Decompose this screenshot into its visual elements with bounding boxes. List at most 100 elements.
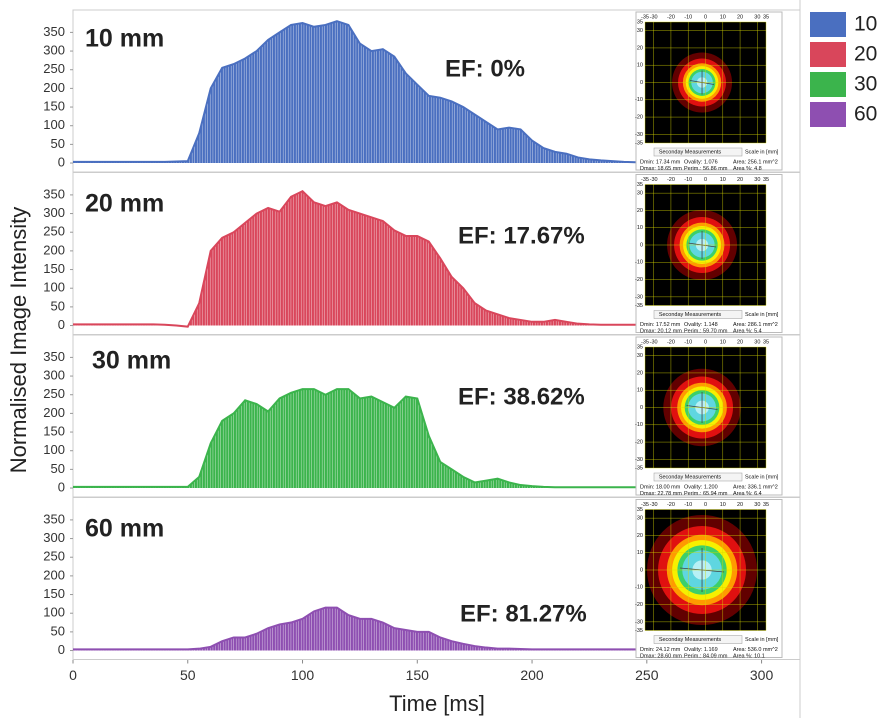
inset-x-tick-label: 10 bbox=[720, 502, 726, 508]
inset-x-tick-label: 35 bbox=[763, 14, 769, 20]
inset-stat: Dmax: 20.12 mm bbox=[640, 328, 682, 334]
y-tick-label: 0 bbox=[58, 479, 65, 494]
inset-x-tick-label: -20 bbox=[667, 339, 675, 345]
y-tick-label: 50 bbox=[51, 298, 65, 313]
y-tick-label: 150 bbox=[43, 423, 65, 438]
inset-y-tick-label: 0 bbox=[640, 567, 643, 573]
y-tick-label: 300 bbox=[43, 530, 65, 545]
inset-y-tick-label: 20 bbox=[637, 45, 643, 51]
inset-y-tick-label: 35 bbox=[637, 19, 643, 25]
y-tick-label: 50 bbox=[51, 136, 65, 151]
inset-stat: Area: 336.1 mm^2 bbox=[733, 484, 778, 490]
inset-x-tick-label: 10 bbox=[720, 14, 726, 20]
y-tick-label: 300 bbox=[43, 205, 65, 220]
y-tick-label: 50 bbox=[51, 461, 65, 476]
inset-y-tick-label: -30 bbox=[635, 132, 643, 138]
chart: Normalised Image Intensity Time [ms] 050… bbox=[0, 0, 895, 718]
inset-y-tick-label: -10 bbox=[635, 260, 643, 266]
inset-y-tick-label: 0 bbox=[640, 80, 643, 86]
x-tick-label: 0 bbox=[69, 667, 77, 683]
inset-scale-label: Scale in [mm] bbox=[745, 312, 779, 318]
annotation: EF: 17.67% bbox=[458, 222, 585, 249]
inset-x-tick-label: 30 bbox=[754, 339, 760, 345]
legend-label: 30 bbox=[854, 73, 877, 96]
inset-dropdown-label: Seconday Measurements bbox=[659, 149, 722, 155]
inset-stat: Perim.: 65.94 mm bbox=[684, 491, 728, 497]
inset-y-tick-label: -20 bbox=[635, 277, 643, 283]
y-tick-label: 100 bbox=[43, 280, 65, 295]
inset-stat: Perim.: 84.09 mm bbox=[684, 653, 728, 659]
inset-x-tick-label: -10 bbox=[684, 14, 692, 20]
y-tick-label: 250 bbox=[43, 224, 65, 239]
inset-x-tick-label: 35 bbox=[763, 177, 769, 183]
inset-x-tick-label: 0 bbox=[704, 339, 707, 345]
inset-y-tick-label: 30 bbox=[637, 28, 643, 34]
inset-stat: Area %: 5.4 bbox=[733, 328, 762, 334]
inset-stat: Ovality: 1.169 bbox=[684, 647, 718, 653]
inset-y-tick-label: -35 bbox=[635, 303, 643, 309]
y-tick-label: 350 bbox=[43, 186, 65, 201]
inset-x-tick-label: -30 bbox=[650, 339, 658, 345]
inset-x-tick-label: -20 bbox=[667, 14, 675, 20]
inset-y-tick-label: 30 bbox=[637, 353, 643, 359]
y-axis-label: Normalised Image Intensity bbox=[6, 207, 31, 474]
inset-y-tick-label: 0 bbox=[640, 242, 643, 248]
inset-x-tick-label: 20 bbox=[737, 339, 743, 345]
inset-y-tick-label: 20 bbox=[637, 533, 643, 539]
inset-stat: Area: 256.1 mm^2 bbox=[733, 159, 778, 165]
inset-stat: Dmin: 17.34 mm bbox=[640, 159, 681, 165]
inset-x-tick-label: 0 bbox=[704, 502, 707, 508]
inset-y-tick-label: -35 bbox=[635, 465, 643, 471]
inset-x-tick-label: -10 bbox=[684, 502, 692, 508]
x-tick-label: 50 bbox=[180, 667, 196, 683]
inset-y-tick-label: 30 bbox=[637, 191, 643, 197]
y-tick-label: 200 bbox=[43, 567, 65, 582]
inset-stat: Ovality: 1.200 bbox=[684, 484, 718, 490]
inset-y-tick-label: 10 bbox=[637, 550, 643, 556]
annotation: EF: 38.62% bbox=[458, 383, 585, 410]
inset-scale-label: Scale in [mm] bbox=[745, 637, 779, 643]
y-tick-label: 0 bbox=[58, 154, 65, 169]
inset-x-tick-label: 10 bbox=[720, 177, 726, 183]
inset-x-tick-label: -30 bbox=[650, 502, 658, 508]
inset-y-tick-label: -30 bbox=[635, 619, 643, 625]
inset-y-tick-label: 20 bbox=[637, 370, 643, 376]
inset-x-tick-label: -10 bbox=[684, 177, 692, 183]
inset-stat: Dmax: 18.65 mm bbox=[640, 166, 682, 172]
inset-stat: Area: 536.0 mm^2 bbox=[733, 647, 778, 653]
y-tick-label: 100 bbox=[43, 442, 65, 457]
y-tick-label: 350 bbox=[43, 511, 65, 526]
x-tick-label: 300 bbox=[750, 667, 774, 683]
inset-stat: Area %: 6.4 bbox=[733, 491, 762, 497]
annotation: EF: 81.27% bbox=[460, 600, 587, 627]
inset-stat: Perim.: 59.70 mm bbox=[684, 328, 728, 334]
inset-stat: Perim.: 56.86 mm bbox=[684, 166, 728, 172]
inset-x-tick-label: 0 bbox=[704, 14, 707, 20]
x-tick-label: 200 bbox=[520, 667, 544, 683]
legend-label: 10 bbox=[854, 13, 877, 36]
inset-dropdown-label: Seconday Measurements bbox=[659, 637, 722, 643]
panel-label: 20 mm bbox=[85, 190, 164, 218]
y-tick-label: 50 bbox=[51, 623, 65, 638]
inset-scale-label: Scale in [mm] bbox=[745, 149, 779, 155]
inset-stat: Dmax: 28.60 mm bbox=[640, 653, 682, 659]
inset-y-tick-label: -20 bbox=[635, 440, 643, 446]
inset-stat: Dmax: 22.78 mm bbox=[640, 491, 682, 497]
annotation: EF: 0% bbox=[445, 55, 525, 82]
inset-y-tick-label: 20 bbox=[637, 208, 643, 214]
inset-stat: Area %: 4.8 bbox=[733, 166, 762, 172]
panel-label: 60 mm bbox=[85, 515, 164, 543]
legend-swatch bbox=[810, 72, 846, 97]
inset-x-tick-label: 0 bbox=[704, 177, 707, 183]
inset-x-tick-label: 35 bbox=[763, 502, 769, 508]
inset-y-tick-label: -35 bbox=[635, 140, 643, 146]
inset-x-tick-label: -20 bbox=[667, 177, 675, 183]
inset-x-tick-label: 20 bbox=[737, 14, 743, 20]
inset-stat: Area %: 10.1 bbox=[733, 653, 765, 659]
panel-label: 30 mm bbox=[92, 347, 171, 375]
y-tick-label: 300 bbox=[43, 367, 65, 382]
y-tick-label: 250 bbox=[43, 386, 65, 401]
y-tick-label: 350 bbox=[43, 349, 65, 364]
inset-x-tick-label: 10 bbox=[720, 339, 726, 345]
legend-label: 60 bbox=[854, 103, 877, 126]
